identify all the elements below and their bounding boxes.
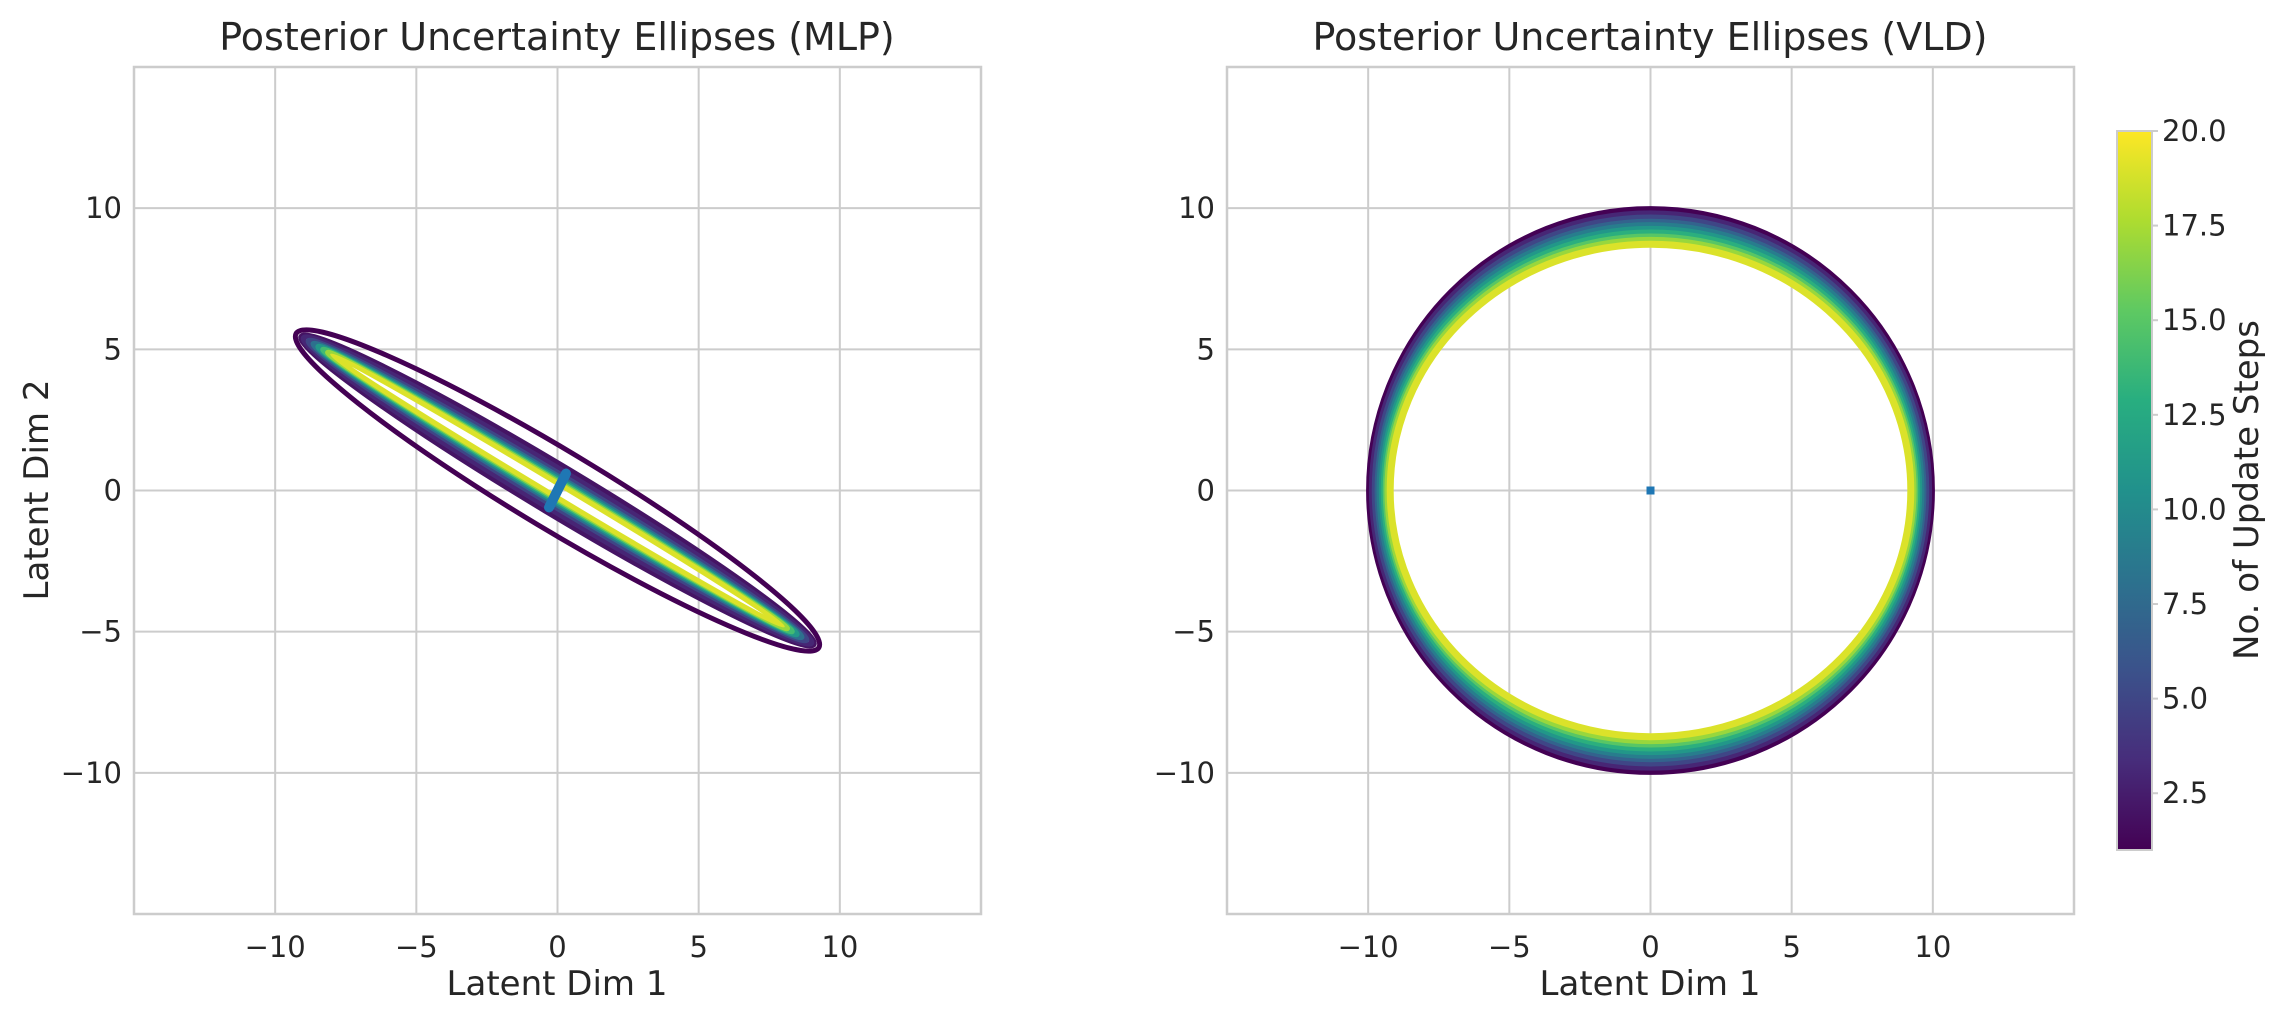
y-tick-label: −10	[61, 756, 122, 790]
y-tick-label: −10	[1154, 756, 1215, 790]
subplot-mlp: Posterior Uncertainty Ellipses (MLP) −10…	[17, 15, 983, 1004]
y-tick-label: 10	[1178, 191, 1215, 225]
x-tick-label: −5	[395, 930, 438, 964]
colorbar-tick-label: 15.0	[2162, 303, 2227, 337]
colorbar-tick-label: 10.0	[2162, 492, 2227, 526]
y-tick-label: 0	[104, 474, 122, 508]
colorbar-gradient	[2116, 130, 2153, 851]
uncertainty-ellipse	[292, 327, 823, 654]
colorbar-label: No. of Update Steps	[2227, 320, 2267, 660]
colorbar-tick-labels: 2.5 5.0 7.5 10.0 12.5 15.0 17.5 20.0	[2152, 114, 2227, 810]
uncertainty-ellipse	[298, 332, 817, 649]
y-tick-label: 10	[85, 191, 122, 225]
x-tick-label: 0	[1641, 930, 1659, 964]
y-tick-label: 0	[1197, 474, 1215, 508]
colorbar-tick-label: 7.5	[2162, 587, 2208, 621]
axes-frame	[1225, 65, 2076, 916]
colorbar-tick-label: 17.5	[2162, 209, 2227, 243]
x-tick-label: −5	[1488, 930, 1531, 964]
x-tick-label: 0	[548, 930, 566, 964]
posterior-mean-marker	[1646, 486, 1655, 495]
x-tick-label: 5	[1782, 930, 1800, 964]
x-tick-label: 5	[689, 930, 707, 964]
subplot-vld: Posterior Uncertainty Ellipses (VLD) −10…	[1154, 15, 2076, 1004]
colorbar-tick-label: 20.0	[2162, 114, 2227, 148]
y-tick-label: −5	[79, 615, 122, 649]
x-axis-label: Latent Dim 1	[447, 964, 668, 1004]
posterior-mean-marker	[544, 468, 571, 513]
y-tick-label: 5	[1197, 332, 1215, 366]
colorbar-tick-label: 5.0	[2162, 682, 2208, 716]
y-axis-label: Latent Dim 2	[17, 380, 57, 601]
chart-title: Posterior Uncertainty Ellipses (MLP)	[219, 15, 894, 59]
x-axis-label: Latent Dim 1	[1540, 964, 1761, 1004]
axes-frame	[132, 65, 983, 916]
x-tick-labels: −10 −5 0 5 10	[245, 930, 859, 964]
chart-title: Posterior Uncertainty Ellipses (VLD)	[1312, 15, 1987, 59]
x-tick-label: 10	[821, 930, 858, 964]
x-tick-labels: −10 −5 0 5 10	[1338, 930, 1952, 964]
x-tick-label: 10	[1914, 930, 1951, 964]
y-tick-label: −5	[1172, 615, 1215, 649]
plot-area	[292, 327, 823, 654]
colorbar: 2.5 5.0 7.5 10.0 12.5 15.0 17.5 20.0 No. of Upd…	[2116, 114, 2267, 851]
y-tick-label: 5	[104, 332, 122, 366]
y-tick-labels: −10 −5 0 5 10	[61, 191, 122, 790]
uncertainty-ellipse	[1386, 240, 1915, 741]
colorbar-tick-label: 12.5	[2162, 398, 2227, 432]
x-tick-label: −10	[245, 930, 306, 964]
grid-lines	[134, 67, 981, 914]
y-tick-labels: −10 −5 0 5 10	[1154, 191, 1215, 790]
plot-area	[1366, 206, 1935, 775]
colorbar-tick-label: 2.5	[2162, 776, 2208, 810]
x-tick-label: −10	[1338, 930, 1399, 964]
